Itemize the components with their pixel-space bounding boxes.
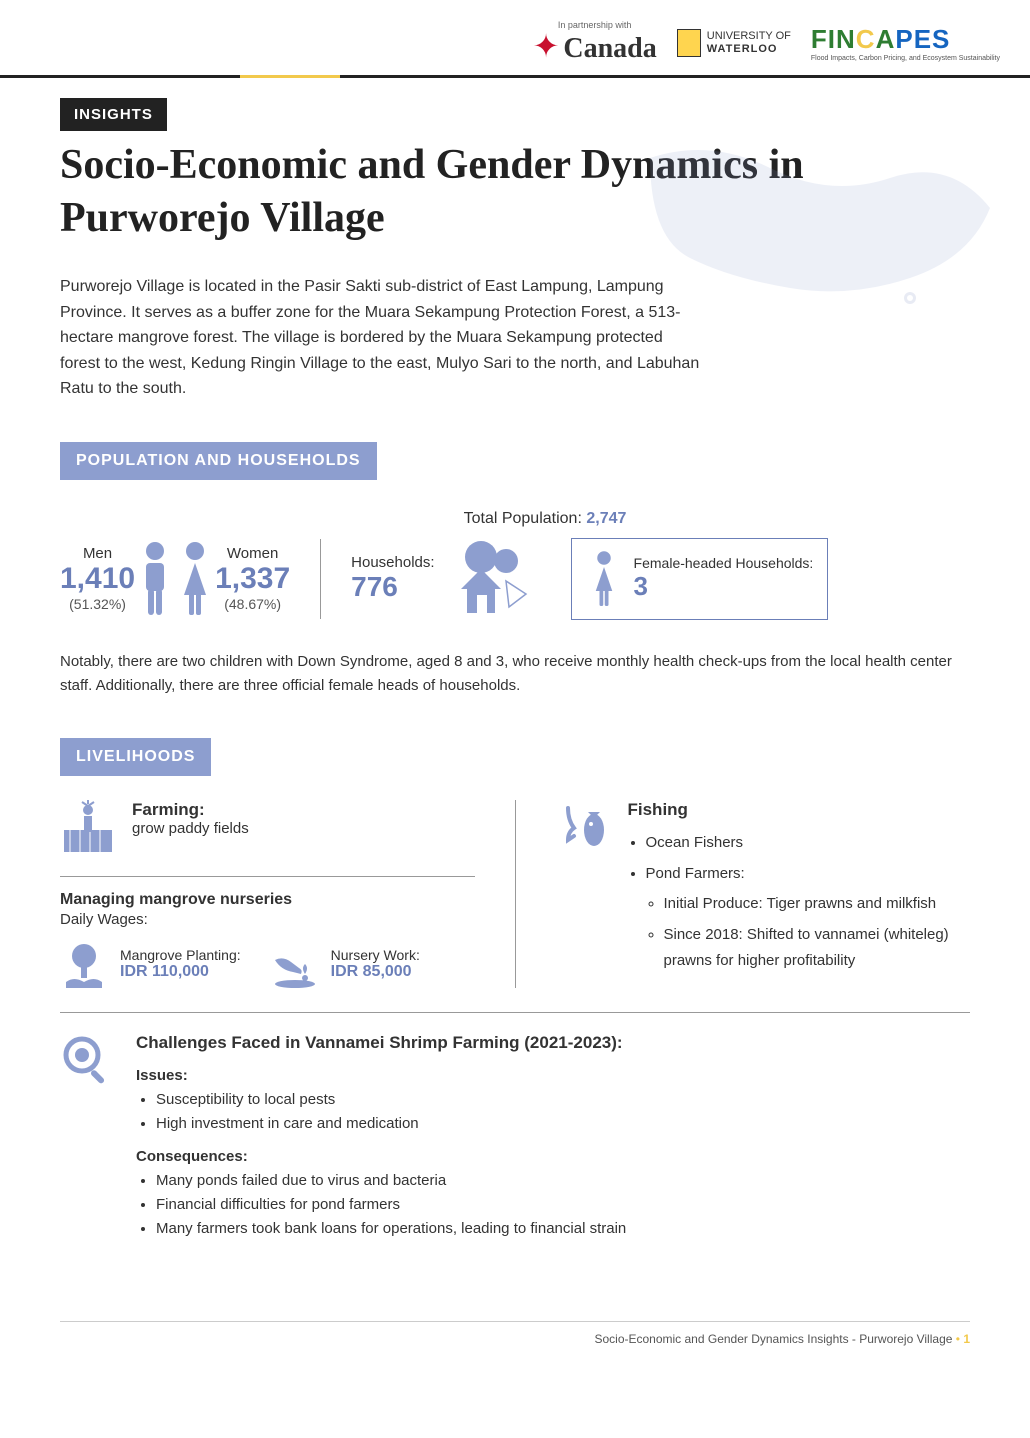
fishing-list: Ocean Fishers Pond Farmers: Initial Prod… [628, 830, 971, 974]
logo-fincapes: FINCAPES Flood Impacts, Carbon Pricing, … [811, 24, 1000, 62]
women-stat: Women 1,337 (48.67%) [215, 545, 290, 612]
man-icon [135, 539, 175, 619]
planting-wage: Mangrove Planting: IDR 110,000 [60, 940, 241, 988]
challenges-title: Challenges Faced in Vannamei Shrimp Farm… [136, 1033, 970, 1053]
farming-item: Farming: grow paddy fields [60, 800, 475, 856]
challenges-section: Challenges Faced in Vannamei Shrimp Farm… [60, 1012, 970, 1241]
men-stat: Men 1,410 (51.32%) [60, 545, 135, 612]
intro-text: Purworejo Village is located in the Pasi… [60, 274, 700, 402]
page-title: Socio-Economic and Gender Dynamics in Pu… [60, 139, 970, 244]
partnership-label: In partnership with [558, 20, 632, 30]
total-population: Total Population: 2,747 [120, 510, 970, 528]
households-block: Households: 776 [351, 539, 540, 619]
section-header-population: POPULATION AND HOUSEHOLDS [60, 442, 377, 480]
hand-seedling-icon [271, 940, 319, 988]
logo-canada: In partnership with ✦Canada [533, 20, 657, 65]
tree-icon [60, 940, 108, 988]
population-note: Notably, there are two children with Dow… [60, 650, 970, 698]
gender-block: Men 1,410 (51.32%) Women [60, 539, 321, 619]
waterloo-upper: UNIVERSITY OF [707, 30, 791, 42]
farming-icon [60, 800, 116, 856]
maple-leaf-icon: ✦ [533, 28, 560, 64]
mangrove-subhead: Managing mangrove nurseries [60, 876, 475, 909]
fishing-item: Fishing Ocean Fishers Pond Farmers: Init… [556, 800, 971, 980]
fincapes-sub: Flood Impacts, Carbon Pricing, and Ecosy… [811, 55, 1000, 62]
section-header-livelihoods: LIVELIHOODS [60, 738, 211, 776]
livelihoods-section: Farming: grow paddy fields Managing mang… [60, 800, 970, 988]
population-section: Total Population: 2,747 Men 1,410 (51.32… [60, 510, 970, 698]
nursery-wage: Nursery Work: IDR 85,000 [271, 940, 420, 988]
magnifier-icon [60, 1033, 116, 1089]
canada-text: Canada [563, 33, 656, 64]
logo-waterloo: UNIVERSITY OF WATERLOO [677, 29, 791, 57]
woman-icon [586, 549, 622, 609]
wages-label: Daily Wages: [60, 911, 475, 928]
consequences-label: Consequences: [136, 1148, 970, 1165]
female-hh-box: Female-headed Households: 3 [571, 538, 829, 620]
waterloo-shield-icon [677, 29, 701, 57]
issues-list: Susceptibility to local pests High inves… [136, 1088, 970, 1136]
consequences-list: Many ponds failed due to virus and bacte… [136, 1169, 970, 1241]
fishing-icon [556, 800, 612, 856]
house-icon [451, 539, 541, 619]
partner-logos: In partnership with ✦Canada UNIVERSITY O… [533, 20, 1000, 65]
waterloo-lower: WATERLOO [707, 43, 791, 55]
issues-label: Issues: [136, 1067, 970, 1084]
page-footer: Socio-Economic and Gender Dynamics Insig… [60, 1321, 970, 1346]
top-bar: In partnership with ✦Canada UNIVERSITY O… [0, 0, 1030, 78]
woman-icon [175, 539, 215, 619]
insights-badge: INSIGHTS [60, 98, 167, 131]
